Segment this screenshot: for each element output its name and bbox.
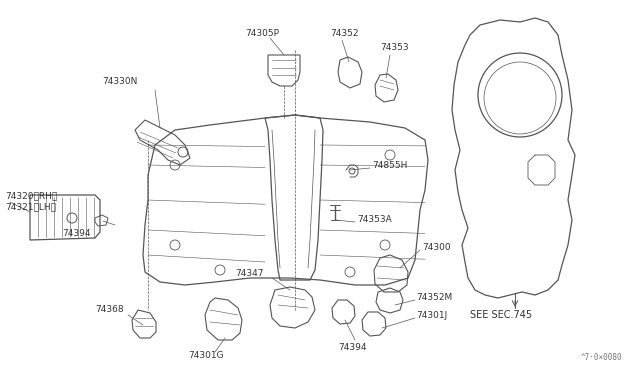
Text: 74330N: 74330N (102, 77, 138, 87)
Text: 74321〈LH〉: 74321〈LH〉 (5, 202, 56, 212)
Text: 74394: 74394 (338, 343, 367, 353)
Text: 74353A: 74353A (357, 215, 392, 224)
Text: 74301G: 74301G (188, 350, 223, 359)
Text: 74305P: 74305P (245, 29, 279, 38)
Text: 74320〈RH〉: 74320〈RH〉 (5, 192, 57, 201)
Text: 74353: 74353 (380, 44, 408, 52)
Text: ^7·0×0080: ^7·0×0080 (580, 353, 622, 362)
Text: 74301J: 74301J (416, 311, 447, 321)
Text: 74855H: 74855H (372, 160, 408, 170)
Text: 74347: 74347 (235, 269, 264, 278)
Text: 74300: 74300 (422, 244, 451, 253)
Text: 74352: 74352 (330, 29, 358, 38)
Text: 74368: 74368 (95, 305, 124, 314)
Text: 74394: 74394 (62, 230, 90, 238)
Text: 74352M: 74352M (416, 294, 452, 302)
Text: SEE SEC.745: SEE SEC.745 (470, 310, 532, 320)
